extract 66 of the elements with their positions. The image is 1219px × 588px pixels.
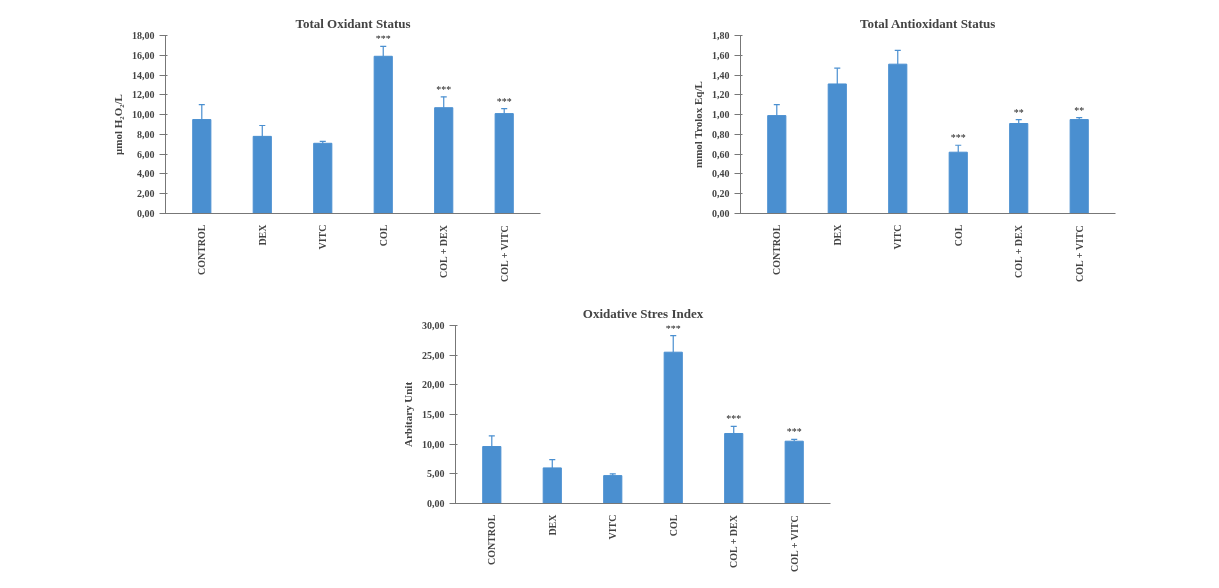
x-tick-label: VITC [607, 514, 619, 540]
y-tick-label: 4,00 [137, 168, 155, 180]
x-tick-label: COL + DEX [728, 514, 740, 568]
x-tick-label: COL + VITC [498, 225, 510, 282]
y-tick-label: 0,00 [712, 208, 730, 219]
y-tick-label: 12,00 [132, 89, 155, 101]
y-tick-label: 1,80 [712, 30, 730, 41]
bar [494, 113, 514, 214]
x-tick-label: VITC [892, 224, 904, 250]
annotation: *** [665, 322, 681, 334]
y-tick-label: 0,20 [712, 188, 730, 200]
annotation: *** [726, 413, 742, 425]
y-tick-label: 6,00 [137, 148, 155, 160]
y-axis-title: μmol H₂O₂/L [112, 94, 124, 155]
x-tick-label: COL + DEX [1013, 224, 1025, 278]
x-tick-label: CONTROL [486, 514, 498, 566]
bar [1009, 123, 1029, 214]
bar [313, 142, 333, 214]
y-tick-label: 5,00 [427, 468, 445, 480]
y-axis-title: Arbitary Unit [402, 381, 414, 448]
y-tick-label: 18,00 [132, 30, 155, 41]
annotation: *** [950, 132, 966, 144]
bar [1069, 119, 1089, 214]
bar [603, 475, 623, 504]
y-tick-label: 20,00 [422, 379, 445, 391]
y-tick-label: 0,00 [427, 498, 445, 509]
y-tick-label: 0,80 [712, 128, 730, 140]
x-tick-label: COL + DEX [438, 224, 450, 278]
annotation: *** [786, 426, 802, 438]
x-tick-label: COL + VITC [1073, 225, 1085, 282]
y-tick-label: 1,60 [712, 49, 730, 61]
x-tick-label: DEX [831, 223, 843, 246]
y-tick-label: 1,40 [712, 69, 730, 81]
chart-title: Oxidative Stres Index [582, 305, 704, 321]
x-tick-label: CONTROL [196, 224, 208, 276]
y-tick-label: 10,00 [132, 109, 155, 121]
annotation: ** [1013, 106, 1024, 118]
y-tick-label: 0,00 [137, 208, 155, 219]
x-tick-label: CONTROL [771, 224, 783, 276]
y-tick-label: 0,40 [712, 168, 730, 180]
chart-title: Total Oxidant Status [295, 15, 411, 31]
y-tick-label: 2,00 [137, 188, 155, 200]
y-tick-label: 14,00 [132, 69, 155, 81]
x-tick-label: COL [952, 224, 964, 247]
bar [784, 440, 804, 504]
chart-title: Total Antioxidant Status [859, 15, 996, 31]
x-tick-label: COL [667, 514, 679, 537]
annotation: *** [375, 33, 391, 45]
y-tick-label: 15,00 [422, 409, 445, 420]
y-tick-label: 10,00 [422, 438, 445, 450]
annotation: ** [1074, 104, 1085, 116]
y-tick-label: 25,00 [422, 349, 445, 361]
annotation: *** [496, 95, 512, 107]
annotation: *** [436, 83, 452, 95]
y-tick-label: 1,00 [712, 109, 730, 121]
x-tick-label: COL [377, 224, 389, 247]
x-tick-label: DEX [546, 513, 558, 536]
x-tick-label: DEX [256, 223, 268, 246]
x-tick-label: VITC [317, 224, 329, 250]
y-tick-label: 0,60 [712, 148, 730, 160]
y-tick-label: 16,00 [132, 49, 155, 61]
y-tick-label: 8,00 [137, 128, 155, 140]
y-tick-label: 30,00 [422, 320, 445, 331]
x-tick-label: COL + VITC [788, 515, 800, 572]
y-axis-title: mmol Trolox Eq/L [692, 81, 704, 168]
y-tick-label: 1,20 [712, 89, 730, 101]
